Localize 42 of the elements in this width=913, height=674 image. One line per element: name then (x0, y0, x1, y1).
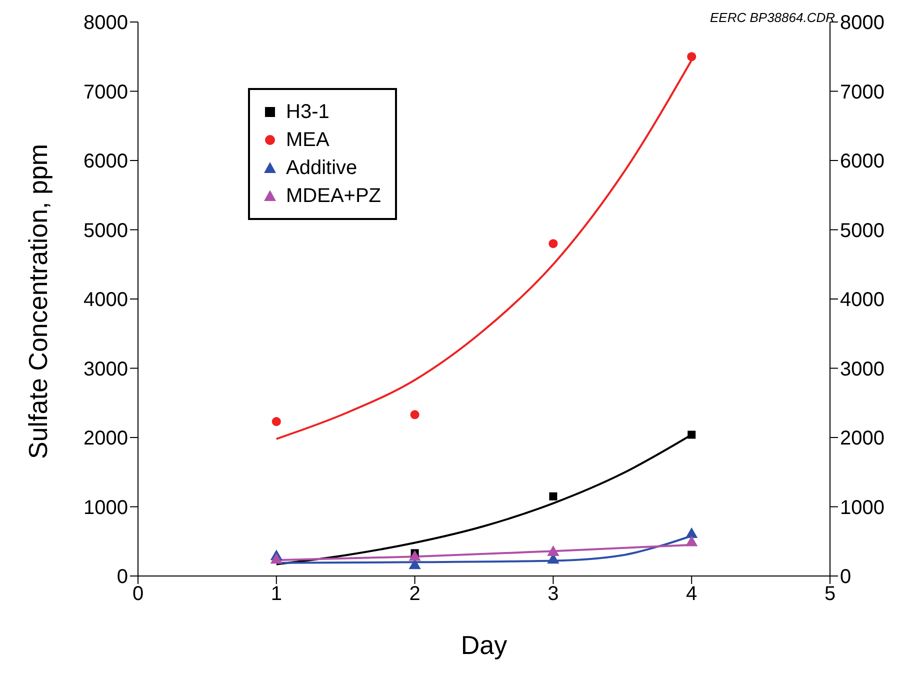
point (270, 553, 282, 564)
legend-label: MEA (286, 128, 330, 153)
y-tick-label: 4000 (84, 289, 128, 312)
y-tick-label: 7000 (84, 81, 128, 104)
y-tick-label: 6000 (84, 150, 128, 173)
point (688, 430, 696, 439)
point (687, 52, 696, 62)
point (547, 545, 560, 556)
y2-tick-label: 0 (840, 566, 852, 588)
y2-tick-label: 3000 (840, 358, 884, 380)
point (408, 550, 421, 561)
point (686, 527, 698, 538)
y2-tick-label: 7000 (840, 81, 884, 104)
y2-tick-label: 8000 (840, 12, 884, 34)
x-axis-title: Day (460, 630, 508, 660)
y-axis-title: Sulfate Concentration, ppm (23, 144, 54, 459)
y-tick-label: 1000 (84, 496, 128, 519)
legend-label: H3-1 (286, 100, 330, 125)
point (410, 410, 420, 420)
y-tick-label: 0 (116, 566, 128, 588)
point (548, 239, 558, 248)
point (272, 417, 281, 426)
point (549, 492, 558, 500)
point (686, 536, 698, 546)
annotation: EERC BP38864.CDR (710, 10, 835, 25)
legend-label: MDEA+PZ (286, 184, 382, 209)
y-tick-label: 3000 (84, 358, 128, 380)
x-tick-label: 0 (132, 583, 144, 606)
y-tick-label: 5000 (84, 220, 128, 242)
y2-tick-label: 1000 (840, 496, 884, 519)
x-tick-label: 5 (824, 583, 836, 606)
y2-tick-label: 5000 (840, 220, 884, 242)
y-tick-label: 8000 (84, 12, 128, 34)
legend-label: Additive (286, 156, 358, 181)
y2-tick-label: 6000 (840, 150, 884, 173)
x-tick-label: 4 (686, 583, 698, 606)
x-tick-label: 2 (409, 583, 420, 606)
y-tick-label: 2000 (84, 428, 128, 450)
y2-tick-label: 2000 (840, 428, 884, 450)
y2-tick-label: 4000 (840, 289, 884, 312)
x-tick-label: 1 (270, 583, 282, 606)
x-tick-label: 3 (548, 583, 559, 606)
